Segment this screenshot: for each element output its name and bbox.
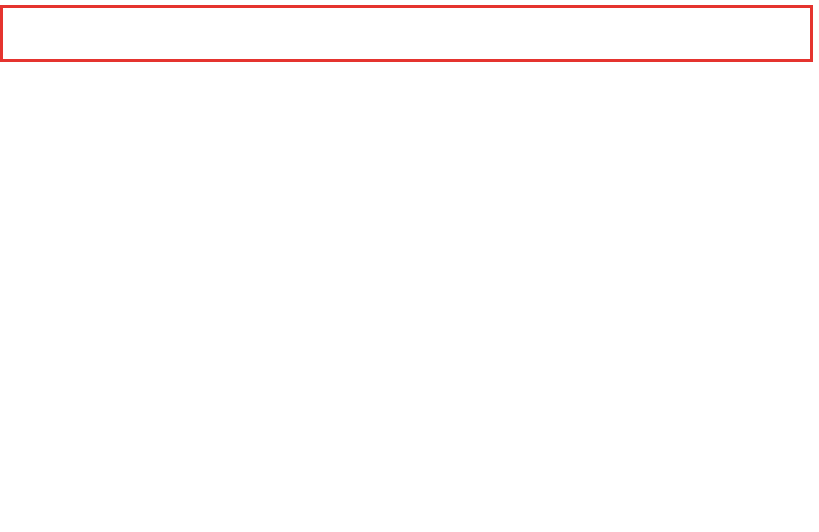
highlight-box: [0, 5, 813, 62]
